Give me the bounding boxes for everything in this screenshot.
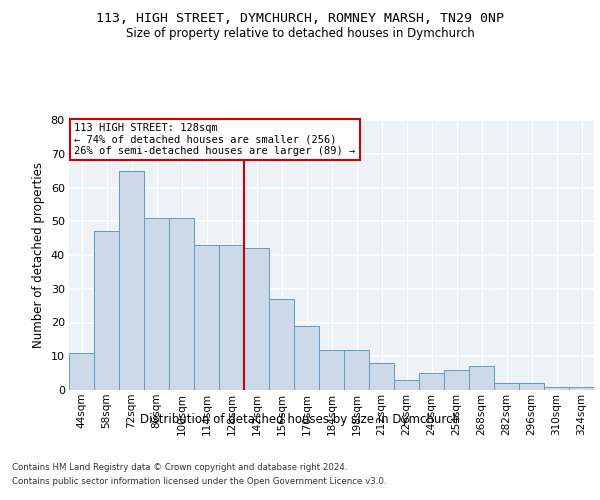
Text: 113 HIGH STREET: 128sqm
← 74% of detached houses are smaller (256)
26% of semi-d: 113 HIGH STREET: 128sqm ← 74% of detache… xyxy=(74,122,355,156)
Bar xyxy=(494,383,519,390)
Bar xyxy=(419,373,444,390)
Bar xyxy=(119,170,144,390)
Text: Contains public sector information licensed under the Open Government Licence v3: Contains public sector information licen… xyxy=(12,478,386,486)
Bar xyxy=(194,245,219,390)
Bar xyxy=(544,386,569,390)
Bar xyxy=(569,386,594,390)
Bar xyxy=(144,218,169,390)
Bar xyxy=(469,366,494,390)
Bar xyxy=(369,363,394,390)
Bar xyxy=(319,350,344,390)
Text: 113, HIGH STREET, DYMCHURCH, ROMNEY MARSH, TN29 0NP: 113, HIGH STREET, DYMCHURCH, ROMNEY MARS… xyxy=(96,12,504,26)
Text: Contains HM Land Registry data © Crown copyright and database right 2024.: Contains HM Land Registry data © Crown c… xyxy=(12,462,347,471)
Bar xyxy=(219,245,244,390)
Text: Distribution of detached houses by size in Dymchurch: Distribution of detached houses by size … xyxy=(140,412,460,426)
Bar xyxy=(519,383,544,390)
Text: Size of property relative to detached houses in Dymchurch: Size of property relative to detached ho… xyxy=(125,28,475,40)
Bar xyxy=(94,232,119,390)
Bar xyxy=(444,370,469,390)
Bar xyxy=(344,350,369,390)
Bar xyxy=(244,248,269,390)
Bar xyxy=(69,353,94,390)
Y-axis label: Number of detached properties: Number of detached properties xyxy=(32,162,45,348)
Bar xyxy=(394,380,419,390)
Bar xyxy=(269,299,294,390)
Bar xyxy=(294,326,319,390)
Bar xyxy=(169,218,194,390)
